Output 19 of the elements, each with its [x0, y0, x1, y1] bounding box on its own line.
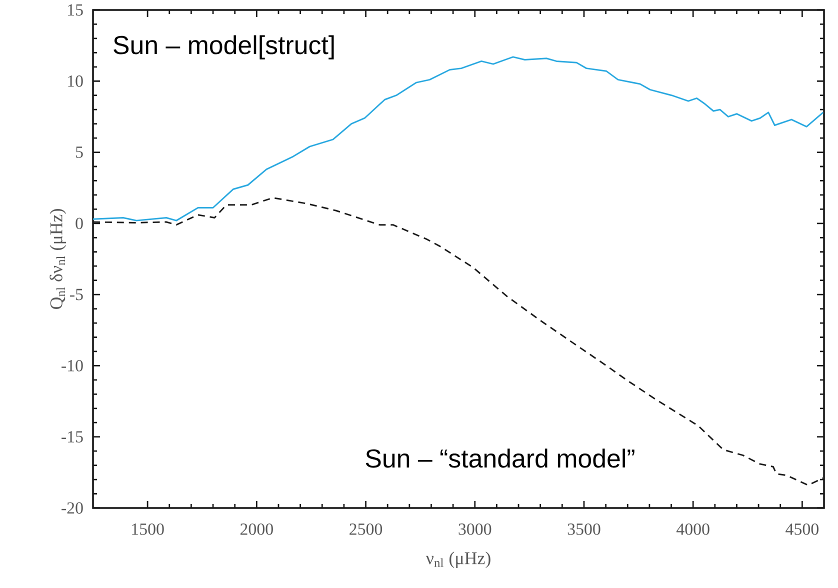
- annotation: Sun – model[struct]: [114, 35, 334, 60]
- y-tick-label: 10: [68, 75, 83, 87]
- x-axis-title: ν$_{nl}$ (μHz): [426, 552, 490, 568]
- x-tick-label: 4500: [786, 523, 818, 535]
- y-tick-label: -10: [62, 360, 83, 372]
- y-tick-label: -20: [62, 502, 83, 514]
- annotation: Sun – “standard model”: [366, 448, 634, 468]
- y-tick-label: -15: [62, 431, 83, 443]
- y-axis-title: Q$_{nl}$ δν$_{nl}$ (μHz): [50, 209, 66, 309]
- y-tick-label: 5: [76, 146, 83, 158]
- y-tick-label: 15: [68, 4, 83, 16]
- x-tick-label: 1500: [132, 523, 164, 535]
- y-tick-label: 0: [76, 218, 83, 230]
- y-tick-label: -5: [70, 288, 83, 300]
- x-tick-label: 3500: [568, 523, 600, 535]
- x-tick-label: 3000: [458, 523, 492, 535]
- x-tick-label: 4000: [676, 523, 710, 535]
- x-tick-label: 2000: [240, 523, 273, 535]
- x-tick-label: 2500: [350, 523, 382, 535]
